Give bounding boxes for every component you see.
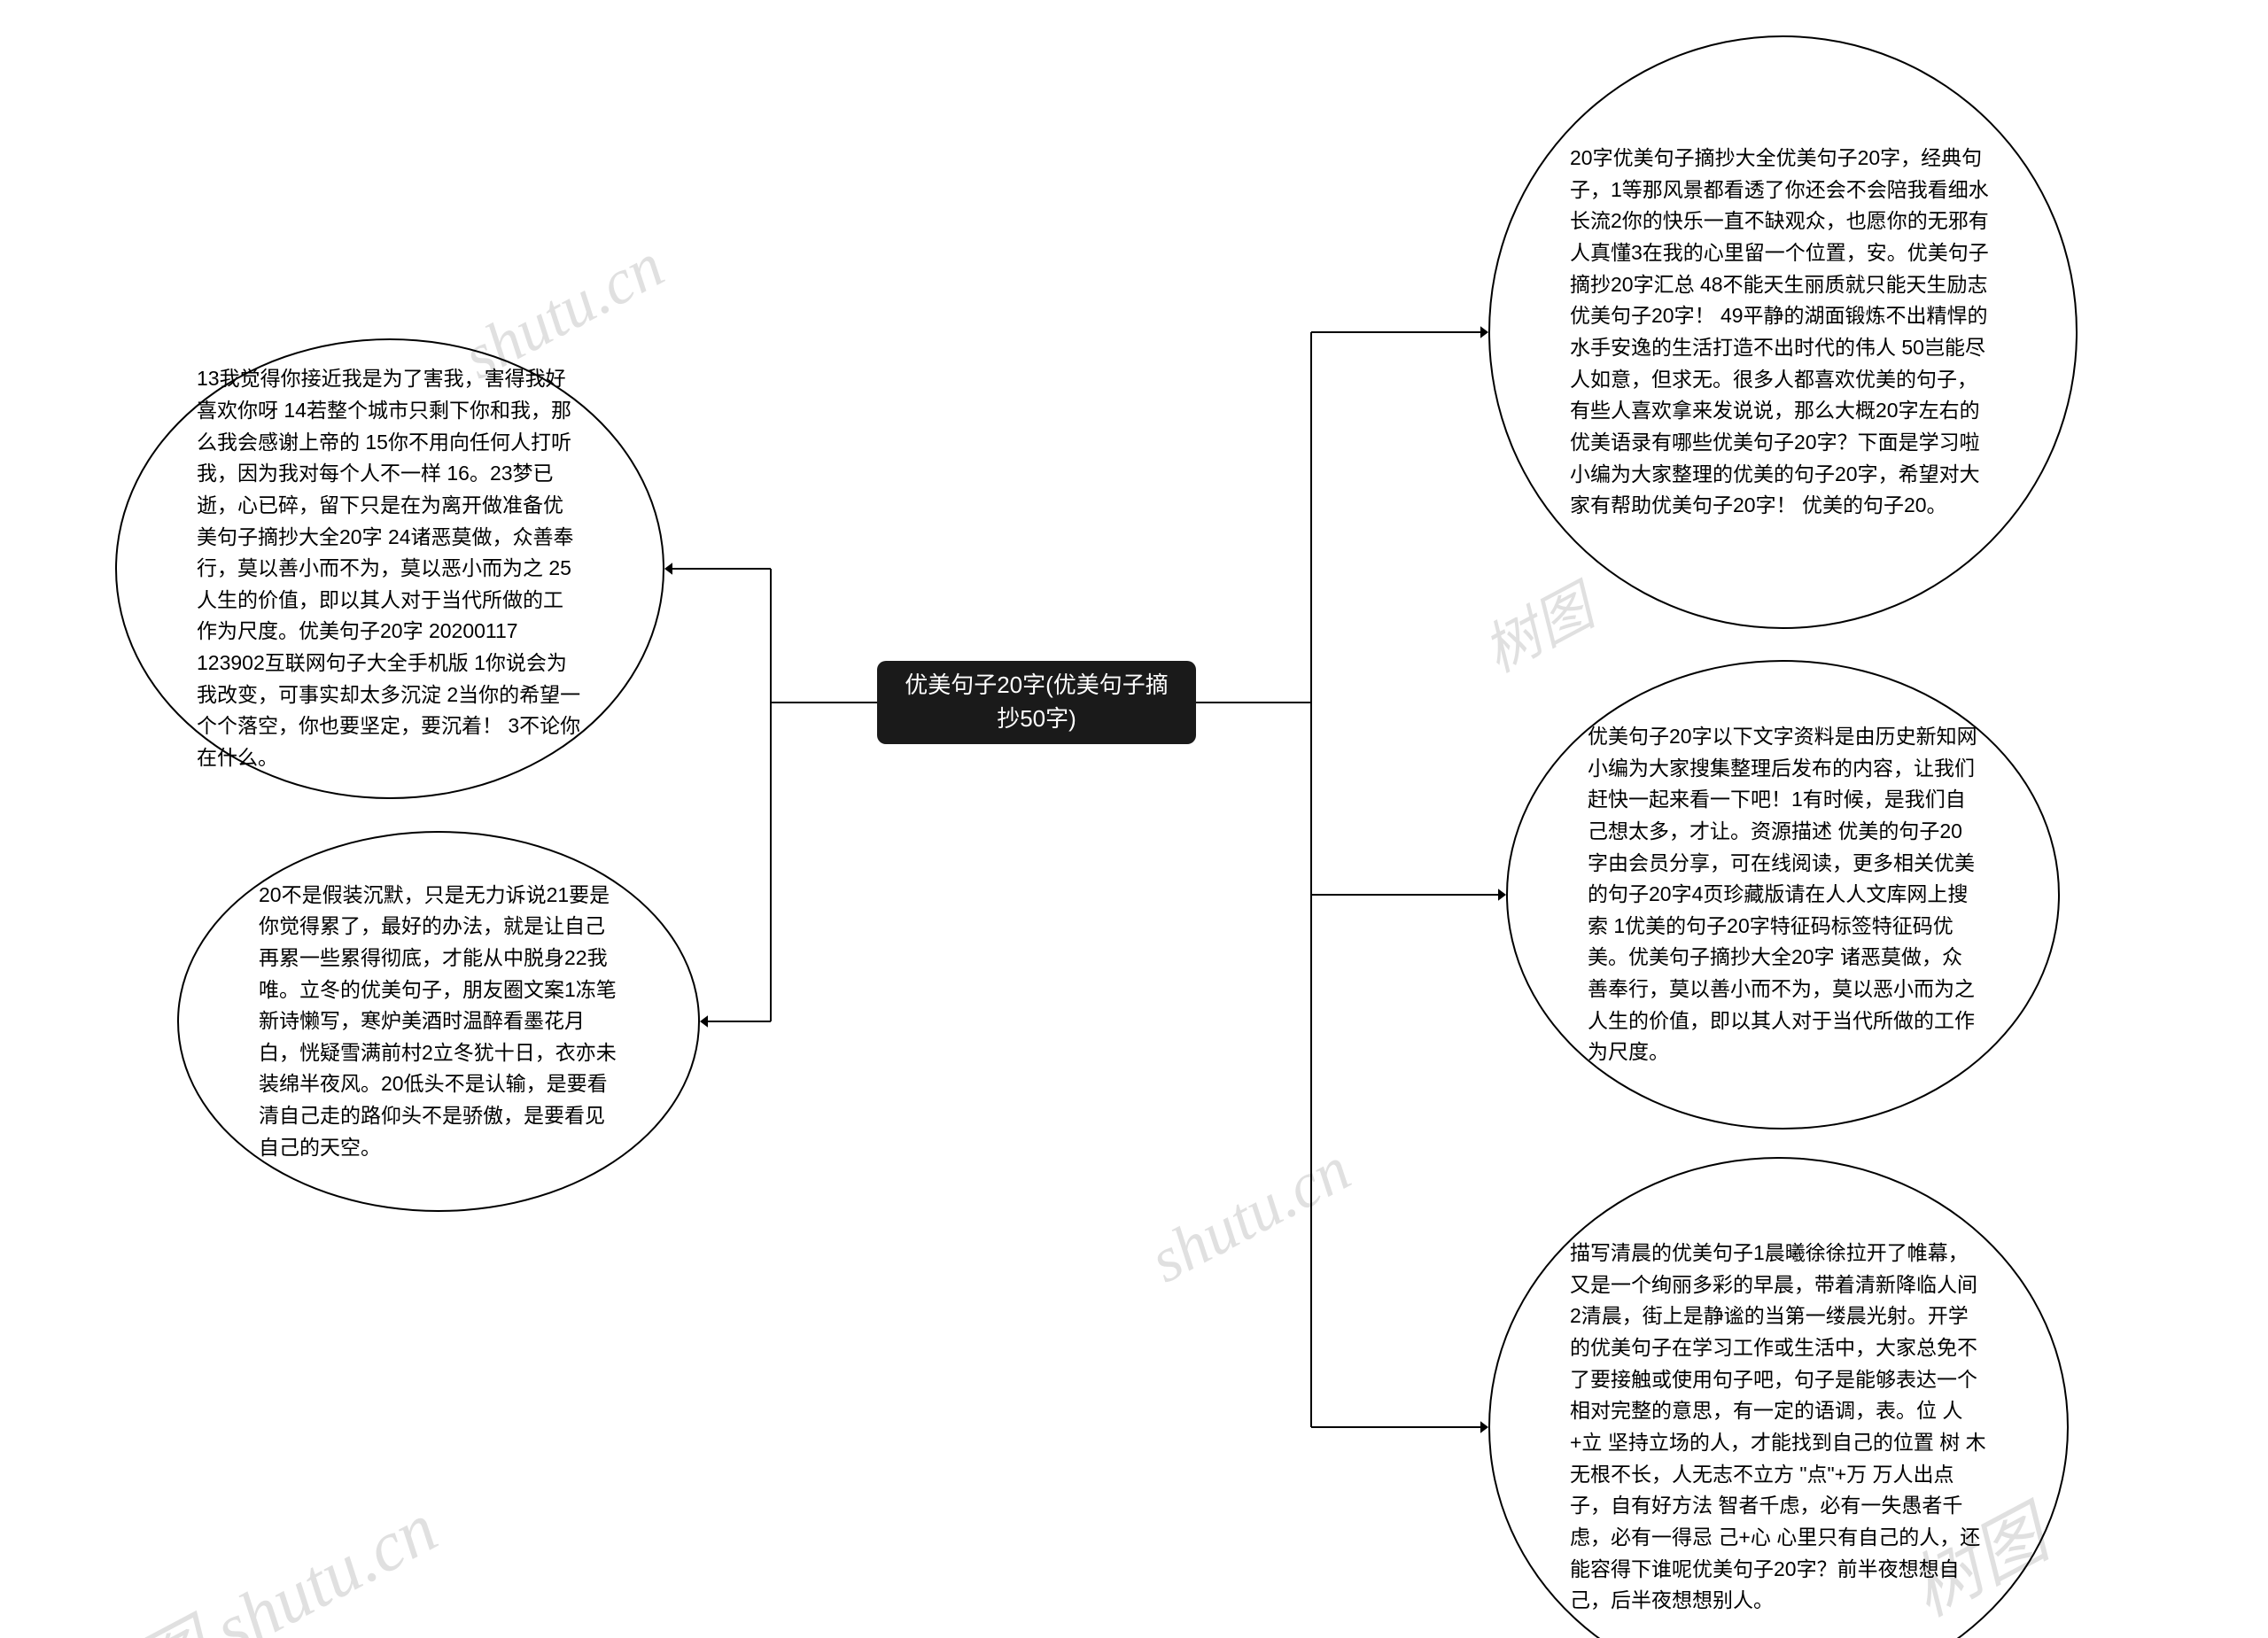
- bubble-right-top[interactable]: 20字优美句子摘抄大全优美句子20字，经典句子，1等那风景都看透了你还会不会陪我…: [1488, 35, 2078, 629]
- watermark: shutu.cn: [1138, 1132, 1363, 1298]
- watermark: 树图 shutu.cn: [52, 1471, 452, 1638]
- bubble-right-middle[interactable]: 优美句子20字以下文字资料是由历史新知网小编为大家搜集整理后发布的内容，让我们赶…: [1506, 660, 2060, 1130]
- bubble-text: 20字优美句子摘抄大全优美句子20字，经典句子，1等那风景都看透了你还会不会陪我…: [1570, 143, 1996, 522]
- bubble-text: 优美句子20字以下文字资料是由历史新知网小编为大家搜集整理后发布的内容，让我们赶…: [1588, 721, 1978, 1068]
- watermark: 树图: [1467, 563, 1605, 687]
- bubble-text: 13我觉得你接近我是为了害我，害得我好喜欢你呀 14若整个城市只剩下你和我，那么…: [197, 363, 583, 773]
- bubble-text: 20不是假装沉默，只是无力诉说21要是你觉得累了，最好的办法，就是让自己再累一些…: [259, 880, 618, 1164]
- bubble-text: 描写清晨的优美句子1晨曦徐徐拉开了帷幕，又是一个绚丽多彩的早晨，带着清新降临人间…: [1570, 1238, 1987, 1617]
- center-node-label: 优美句子20字(优美句子摘抄50字): [895, 669, 1178, 735]
- mindmap-canvas: 优美句子20字(优美句子摘抄50字) 13我觉得你接近我是为了害我，害得我好喜欢你…: [0, 0, 2268, 1638]
- bubble-left-bottom[interactable]: 20不是假装沉默，只是无力诉说21要是你觉得累了，最好的办法，就是让自己再累一些…: [177, 831, 700, 1212]
- bubble-left-top[interactable]: 13我觉得你接近我是为了害我，害得我好喜欢你呀 14若整个城市只剩下你和我，那么…: [115, 338, 664, 799]
- bubble-right-bottom[interactable]: 描写清晨的优美句子1晨曦徐徐拉开了帷幕，又是一个绚丽多彩的早晨，带着清新降临人间…: [1488, 1157, 2069, 1638]
- center-node[interactable]: 优美句子20字(优美句子摘抄50字): [877, 661, 1196, 744]
